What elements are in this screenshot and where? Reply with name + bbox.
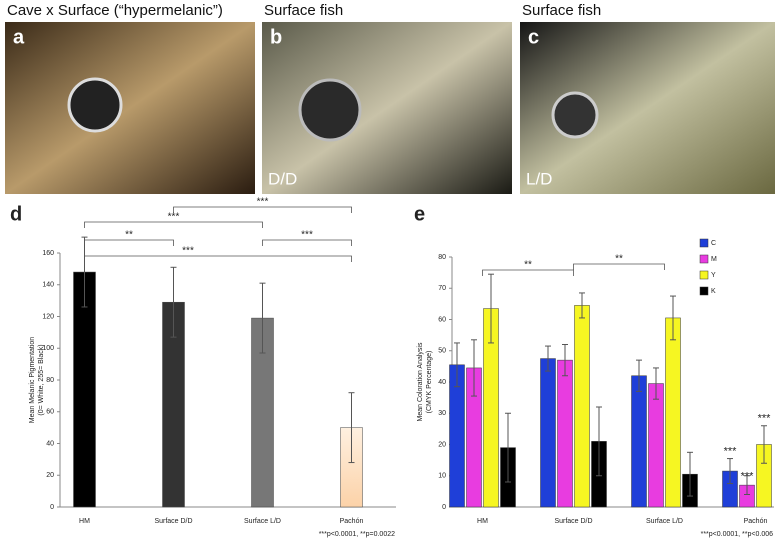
x-tick-label: Pachón	[340, 518, 364, 525]
y-tick-label: 40	[46, 440, 54, 447]
y-tick-label: 160	[42, 250, 54, 257]
y-tick-label: 140	[42, 282, 54, 289]
x-tick-label: Surface L/D	[646, 518, 683, 525]
y-tick-label: 20	[46, 472, 54, 479]
legend-label: Y	[711, 272, 716, 279]
photo-detail	[551, 91, 599, 139]
bar	[574, 305, 590, 508]
bar	[631, 375, 647, 508]
y-tick-label: 30	[438, 410, 446, 417]
footnote: ***p<0.0001, **p=0.0022	[319, 531, 395, 538]
panel-title: Surface fish	[264, 2, 343, 19]
y-tick-label: 120	[42, 313, 54, 320]
x-tick-label: Pachón	[744, 518, 768, 525]
significance-bracket	[482, 269, 574, 276]
y-tick-label: 70	[438, 285, 446, 292]
legend-swatch	[699, 286, 709, 296]
y-axis-label: Mean Melanic Pigmentation	[29, 337, 36, 423]
photo	[5, 22, 255, 194]
x-tick-label: Surface L/D	[244, 518, 281, 525]
panel-title: Cave x Surface (“hypermelanic”)	[7, 2, 223, 19]
y-tick-label: 80	[46, 377, 54, 384]
x-tick-label: Surface D/D	[554, 518, 592, 525]
y-tick-label: 40	[438, 379, 446, 386]
bar	[648, 383, 664, 508]
photo-label: D/D	[268, 169, 297, 188]
legend-swatch	[699, 270, 709, 280]
significance-label: **	[524, 260, 532, 271]
panel-letter: a	[13, 26, 25, 48]
panel-letter: e	[414, 203, 425, 225]
x-tick-label: HM	[79, 518, 90, 525]
y-tick-label: 0	[50, 504, 54, 511]
y-tick-label: 60	[46, 409, 54, 416]
significance-label: **	[615, 254, 623, 265]
x-tick-label: Surface D/D	[154, 518, 192, 525]
significance-bracket	[84, 221, 263, 228]
photo-label: L/D	[526, 169, 552, 188]
photo-panels	[5, 22, 775, 194]
panel-title: Surface fish	[522, 2, 601, 19]
significance-label: ***	[724, 445, 738, 457]
x-tick-label: HM	[477, 518, 488, 525]
significance-label: ***	[758, 413, 772, 425]
panel-letter: d	[10, 203, 22, 225]
y-tick-label: 80	[438, 254, 446, 261]
significance-label: ***	[301, 230, 313, 241]
y-tick-label: 20	[438, 441, 446, 448]
y-tick-label: 60	[438, 316, 446, 323]
significance-bracket	[84, 255, 352, 262]
y-tick-label: 50	[438, 348, 446, 355]
y-axis-label: (CMYK Percentage)	[426, 351, 433, 414]
y-tick-label: 100	[42, 345, 54, 352]
legend-swatch	[699, 254, 709, 264]
significance-bracket	[84, 239, 174, 246]
significance-label: ***	[741, 471, 755, 483]
y-axis-label: (0= White, 255= Black)	[38, 344, 45, 415]
significance-label: **	[125, 230, 133, 241]
bar	[557, 359, 573, 508]
legend-swatch	[699, 238, 709, 248]
legend-label: C	[711, 240, 716, 247]
legend-label: K	[711, 288, 716, 295]
significance-bracket	[173, 206, 352, 213]
significance-label: ***	[168, 212, 180, 223]
bar	[665, 317, 681, 508]
panel-letter: c	[528, 26, 539, 48]
panel-letter: b	[270, 26, 282, 48]
y-tick-label: 10	[438, 473, 446, 480]
significance-label: ***	[257, 197, 269, 208]
y-tick-label: 0	[442, 504, 446, 511]
significance-bracket	[573, 263, 665, 270]
photo-detail	[67, 77, 123, 133]
legend-label: M	[711, 256, 717, 263]
footnote: ***p<0.0001, **p<0.006	[701, 531, 774, 538]
photo-detail	[298, 78, 362, 142]
significance-label: ***	[182, 246, 194, 257]
significance-bracket	[262, 239, 352, 246]
y-axis-label: Mean Coloration Analysis	[417, 342, 424, 421]
bar	[540, 358, 556, 508]
